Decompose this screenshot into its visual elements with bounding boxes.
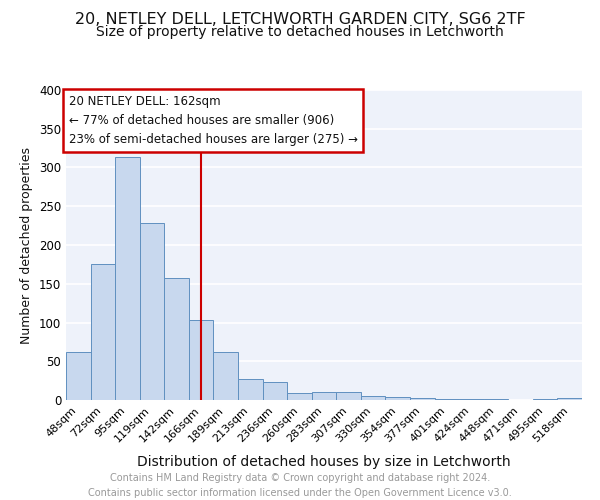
Bar (533, 399, 557, 400)
Bar (238, 379, 263, 400)
Text: 20, NETLEY DELL, LETCHWORTH GARDEN CITY, SG6 2TF: 20, NETLEY DELL, LETCHWORTH GARDEN CITY,… (74, 12, 526, 28)
Bar (66, 352, 91, 400)
Bar (336, 392, 361, 400)
Bar (140, 222, 164, 400)
Bar (410, 398, 434, 400)
Bar (312, 392, 336, 400)
Bar (484, 399, 508, 400)
Bar (189, 320, 214, 400)
Bar (385, 397, 410, 400)
Bar (361, 396, 385, 400)
Bar (459, 399, 484, 400)
Text: 20 NETLEY DELL: 162sqm
← 77% of detached houses are smaller (906)
23% of semi-de: 20 NETLEY DELL: 162sqm ← 77% of detached… (68, 94, 358, 146)
X-axis label: Distribution of detached houses by size in Letchworth: Distribution of detached houses by size … (137, 455, 511, 469)
Bar (434, 399, 459, 400)
Y-axis label: Number of detached properties: Number of detached properties (20, 146, 34, 344)
Bar (115, 158, 140, 400)
Bar (91, 264, 115, 400)
Text: Contains HM Land Registry data © Crown copyright and database right 2024.
Contai: Contains HM Land Registry data © Crown c… (88, 472, 512, 498)
Bar (287, 393, 312, 400)
Bar (557, 398, 582, 400)
Bar (214, 352, 238, 400)
Bar (164, 278, 189, 400)
Text: Size of property relative to detached houses in Letchworth: Size of property relative to detached ho… (96, 25, 504, 39)
Bar (263, 382, 287, 400)
